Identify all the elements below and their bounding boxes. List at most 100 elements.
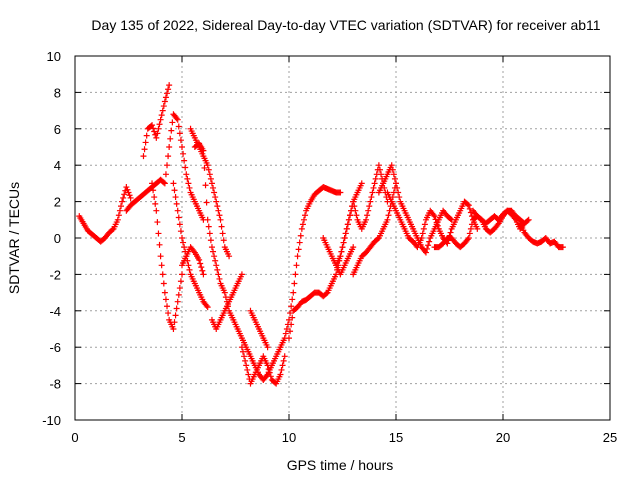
data-point bbox=[345, 216, 352, 223]
data-point bbox=[158, 112, 165, 119]
data-point bbox=[264, 344, 271, 351]
data-point bbox=[371, 180, 378, 187]
data-point bbox=[173, 200, 180, 207]
data-point bbox=[298, 225, 305, 232]
data-point bbox=[177, 137, 184, 144]
x-axis-label: GPS time / hours bbox=[287, 457, 394, 473]
series-trace-10 bbox=[238, 344, 288, 387]
data-point bbox=[173, 305, 180, 312]
data-point bbox=[289, 296, 296, 303]
y-tick-label: 4 bbox=[54, 158, 61, 173]
data-point bbox=[205, 223, 212, 230]
data-point bbox=[204, 304, 211, 311]
data-point bbox=[164, 90, 171, 97]
data-point bbox=[160, 179, 167, 186]
data-point bbox=[430, 211, 437, 218]
data-point bbox=[291, 280, 298, 287]
data-point bbox=[180, 239, 187, 246]
data-point bbox=[343, 225, 350, 232]
data-point bbox=[267, 373, 274, 380]
data-point bbox=[204, 162, 211, 169]
data-point bbox=[175, 123, 182, 130]
data-point bbox=[294, 253, 301, 260]
data-point bbox=[170, 180, 177, 187]
data-point bbox=[447, 215, 454, 222]
data-point bbox=[341, 235, 348, 241]
data-point bbox=[337, 189, 344, 196]
data-point bbox=[216, 275, 223, 282]
data-point bbox=[290, 289, 297, 296]
data-point bbox=[124, 186, 131, 193]
data-point bbox=[288, 321, 295, 328]
data-point bbox=[120, 194, 127, 201]
data-point bbox=[378, 171, 385, 178]
y-tick-label: -10 bbox=[42, 413, 61, 428]
y-tick-label: 2 bbox=[54, 195, 61, 210]
data-point bbox=[165, 86, 172, 93]
data-point bbox=[353, 212, 360, 219]
data-point bbox=[150, 187, 157, 194]
data-point bbox=[420, 225, 427, 232]
tick-marks bbox=[74, 55, 611, 421]
data-point bbox=[161, 98, 168, 105]
data-point bbox=[346, 212, 353, 219]
data-point bbox=[176, 221, 183, 228]
data-point bbox=[181, 244, 188, 251]
data-point bbox=[297, 232, 304, 239]
data-point bbox=[140, 153, 147, 160]
x-tick-label: 10 bbox=[282, 430, 296, 445]
data-point bbox=[183, 171, 190, 178]
data-point bbox=[425, 242, 432, 249]
grid bbox=[75, 56, 610, 420]
data-point bbox=[266, 369, 273, 376]
data-point bbox=[296, 239, 303, 246]
data-point bbox=[559, 244, 566, 251]
data-point bbox=[364, 212, 371, 219]
data-point bbox=[180, 150, 187, 157]
data-point bbox=[287, 328, 294, 335]
data-point bbox=[238, 271, 245, 278]
data-point bbox=[197, 260, 204, 267]
data-point bbox=[520, 219, 527, 226]
data-point bbox=[161, 289, 168, 296]
data-point bbox=[177, 278, 184, 285]
data-point bbox=[150, 125, 157, 132]
data-point bbox=[160, 103, 167, 110]
data-point bbox=[302, 212, 309, 219]
data-point bbox=[277, 371, 284, 378]
data-point bbox=[151, 194, 158, 201]
data-point bbox=[206, 171, 213, 178]
data-point bbox=[164, 162, 171, 169]
data-point bbox=[525, 216, 532, 223]
data-point bbox=[344, 221, 351, 228]
data-point bbox=[168, 127, 175, 134]
data-point bbox=[158, 262, 165, 269]
data-point bbox=[212, 257, 219, 264]
data-point bbox=[154, 130, 161, 137]
data-point bbox=[211, 189, 218, 196]
data-point bbox=[198, 264, 205, 271]
data-point bbox=[190, 248, 197, 255]
data-point bbox=[363, 216, 370, 223]
data-point bbox=[293, 262, 300, 269]
data-point bbox=[159, 271, 166, 278]
data-point bbox=[214, 266, 221, 273]
data-point bbox=[419, 230, 426, 237]
data-point bbox=[149, 122, 156, 129]
data-point bbox=[214, 203, 221, 210]
data-point bbox=[196, 256, 203, 263]
data-point bbox=[153, 134, 160, 141]
data-point bbox=[143, 132, 150, 139]
data-point bbox=[468, 221, 475, 228]
series-trace-9 bbox=[208, 271, 245, 332]
y-tick-label: 0 bbox=[54, 231, 61, 246]
data-point bbox=[208, 180, 215, 187]
data-points bbox=[76, 82, 566, 387]
data-point bbox=[466, 230, 473, 237]
series-trace-21 bbox=[517, 220, 566, 251]
data-point bbox=[352, 207, 359, 214]
data-point bbox=[286, 335, 292, 342]
data-point bbox=[287, 310, 294, 317]
data-point bbox=[173, 115, 180, 122]
